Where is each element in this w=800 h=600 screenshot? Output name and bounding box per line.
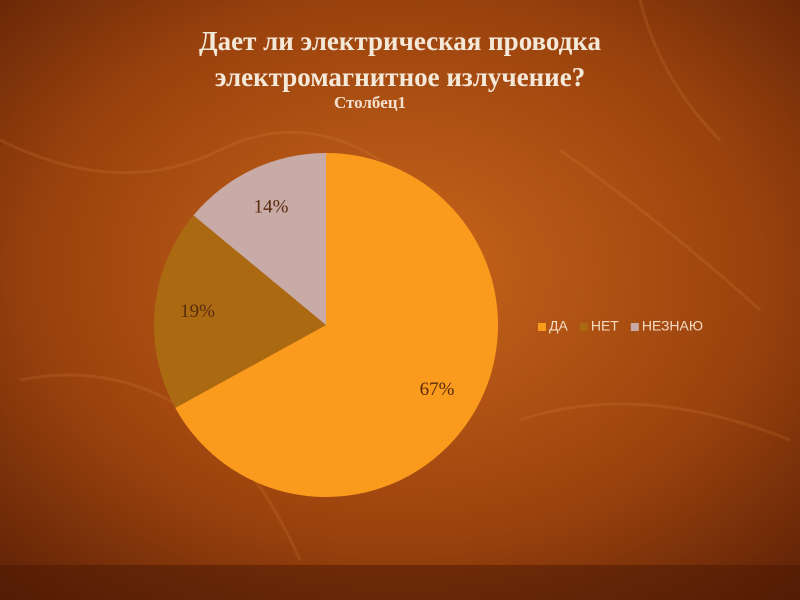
plot: 67% 19% 14% ДА НЕТ НЕЗНАЮ — [154, 153, 703, 498]
slide-title: Дает ли электрическая проводка — [199, 26, 601, 56]
data-label: 19% — [180, 301, 215, 322]
bottom-band — [0, 565, 800, 600]
pie-slice — [154, 215, 326, 408]
legend-label: НЕТ — [591, 318, 619, 334]
pie-slice — [175, 153, 499, 498]
legend-swatch — [579, 323, 588, 331]
legend-swatch — [630, 323, 639, 331]
data-label: 14% — [254, 197, 289, 218]
slide-title: электромагнитное излучение? — [215, 62, 585, 92]
legend-label: ДА — [549, 318, 568, 334]
data-label: 67% — [420, 379, 455, 400]
chart-title: Столбец1 — [334, 93, 406, 112]
legend-label: НЕЗНАЮ — [642, 318, 703, 334]
legend-swatch — [538, 323, 546, 331]
pie-slice — [193, 153, 326, 325]
